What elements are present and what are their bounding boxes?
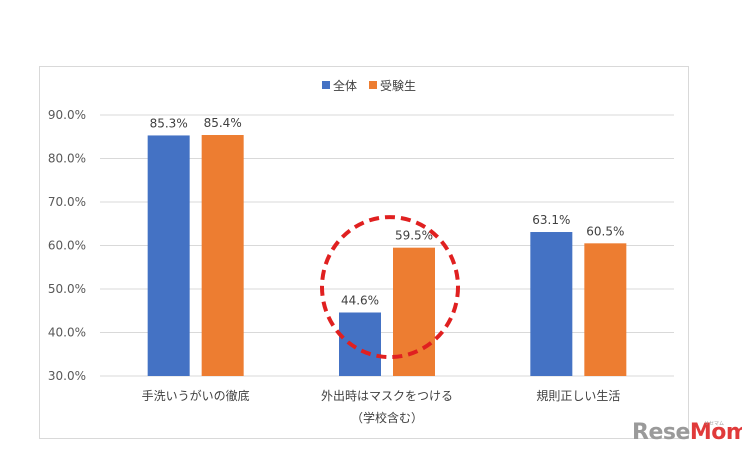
legend-label: 受験生 [380, 78, 416, 93]
y-tick-label: 90.0% [48, 108, 86, 122]
legend-swatch [322, 81, 330, 89]
bar [147, 135, 190, 376]
bar [201, 135, 244, 376]
x-tick-label: 外出時はマスクをつける [321, 389, 453, 403]
y-tick-label: 30.0% [48, 369, 86, 383]
data-label: 63.1% [532, 213, 570, 227]
x-tick-label: 手洗いうがいの徹底 [142, 388, 250, 403]
y-tick-label: 40.0% [48, 326, 86, 340]
data-label: 85.4% [204, 116, 242, 130]
resemom-logo: ReseMom [632, 420, 742, 445]
legend-swatch [369, 81, 377, 89]
chart-frame: 30.0% 40.0% 50.0% 60.0% 70.0% 80.0% 90.0% 85.3%… [39, 66, 689, 439]
data-label: 85.3% [150, 116, 188, 130]
highlight-circle [320, 215, 460, 360]
y-tick-label: 50.0% [48, 282, 86, 296]
bar [530, 232, 573, 376]
logo-kana: リセマム [704, 421, 725, 427]
y-tick-label: 70.0% [48, 195, 86, 209]
y-tick-label: 60.0% [48, 239, 86, 253]
bar-chart: 30.0% 40.0% 50.0% 60.0% 70.0% 80.0% 90.0% 85.3%… [48, 78, 674, 425]
data-label: 60.5% [586, 224, 624, 238]
y-tick-label: 80.0% [48, 152, 86, 166]
legend-label: 全体 [333, 78, 357, 93]
x-tick-label: 規則正しい生活 [536, 388, 620, 403]
logo-text-rese: Rese [632, 420, 690, 445]
logo-text-mom: Mom [689, 420, 742, 445]
data-label: 44.6% [341, 293, 379, 307]
bar [584, 243, 627, 376]
x-tick-sublabel: （学校含む） [351, 410, 423, 425]
data-label: 59.5% [395, 229, 433, 243]
bar [339, 312, 381, 376]
